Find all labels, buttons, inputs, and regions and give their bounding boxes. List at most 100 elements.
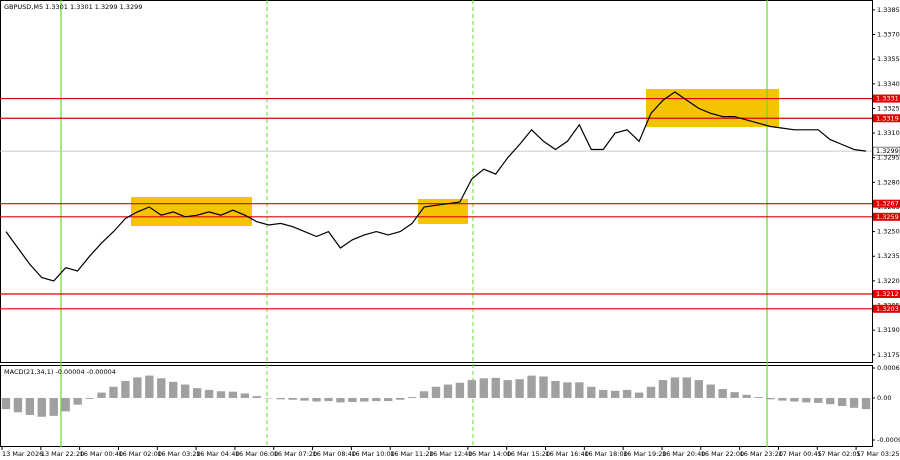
macd-bar <box>240 393 250 398</box>
macd-bar <box>85 397 94 399</box>
macd-bar <box>802 397 811 403</box>
macd-bar <box>180 384 190 398</box>
x-tick-label: 16 Mar 23:20 <box>740 450 783 458</box>
y-tick-label: 1.3250 <box>877 228 900 236</box>
macd-bar <box>730 392 739 398</box>
y-tick-label: 1.3325 <box>877 104 900 112</box>
macd-bar <box>622 389 632 398</box>
macd-bar <box>610 390 620 398</box>
x-tick-label: 16 Mar 04:40 <box>196 450 239 458</box>
macd-bar <box>300 397 309 401</box>
current-price-box <box>872 146 900 156</box>
current-price-label: 1.3299 <box>876 147 899 155</box>
x-tick-label: 16 Mar 18:00 <box>584 450 627 458</box>
level-label-box <box>873 212 900 221</box>
macd-bar <box>384 397 393 402</box>
session-lines <box>60 0 768 447</box>
x-tick-label: 13 Mar 22:20 <box>41 450 84 458</box>
macd-bar <box>192 388 202 398</box>
x-tick-label: 16 Mar 19:20 <box>623 450 666 458</box>
macd-bar <box>599 389 608 398</box>
macd-bar <box>121 380 130 398</box>
macd-bar <box>539 376 548 398</box>
macd-bar <box>658 380 668 398</box>
macd-bar <box>527 375 536 398</box>
y-tick-label: 1.3355 <box>877 55 900 63</box>
macd-bar <box>133 377 142 398</box>
level-label-box <box>873 290 900 299</box>
macd-bar <box>395 397 405 400</box>
macd-bar <box>97 392 106 398</box>
macd-bar <box>682 377 692 398</box>
x-tick-label: 16 Mar 02:00 <box>118 450 161 458</box>
macd-bar <box>694 380 703 398</box>
macd-bar <box>431 386 441 398</box>
macd-bar <box>634 392 644 398</box>
x-tick-label: 16 Mar 15:20 <box>507 450 550 458</box>
macd-bar <box>145 375 154 398</box>
macd-bar <box>109 386 118 398</box>
x-tick-label: 16 Mar 14:00 <box>468 450 511 458</box>
macd-label: MACD(21,34,1) -0.00004 -0.00004 <box>4 368 116 376</box>
level-label-box <box>873 304 900 313</box>
macd-bar <box>575 382 584 398</box>
x-tick-label: 16 Mar 03:20 <box>157 450 200 458</box>
macd-bar <box>348 397 357 402</box>
y-tick-label: 1.3235 <box>877 252 900 260</box>
macd-bar <box>419 391 429 398</box>
macd-bar <box>861 397 871 410</box>
level-label: 1.3203 <box>876 305 899 313</box>
macd-bar <box>766 397 775 400</box>
macd-bar <box>25 397 35 415</box>
y-tick-label: 1.3310 <box>877 129 900 137</box>
macd-bar <box>826 397 835 405</box>
macd-bar <box>742 394 751 398</box>
x-tick-label: 16 Mar 22:00 <box>701 450 744 458</box>
x-tick-label: 17 Mar 00:45 <box>778 450 821 458</box>
macd-bar <box>778 397 787 401</box>
level-label: 1.3319 <box>876 114 899 122</box>
macd-tick-label: 0.00067 <box>877 364 900 372</box>
macd-bar <box>276 397 285 400</box>
macd-bar <box>13 397 23 413</box>
macd-bar <box>336 397 345 403</box>
x-tick-label: 16 Mar 11:20 <box>390 450 433 458</box>
level-label: 1.3212 <box>876 290 899 298</box>
x-tick-label: 16 Mar 10:00 <box>351 450 394 458</box>
y-tick-label: 1.3175 <box>877 351 900 359</box>
macd-bar <box>73 397 82 405</box>
macd-bar <box>646 386 656 398</box>
macd-bar <box>706 384 715 398</box>
level-label: 1.3259 <box>876 213 899 221</box>
macd-bar <box>718 389 727 398</box>
macd-bar <box>288 397 297 400</box>
macd-bar <box>455 382 465 398</box>
macd-bar <box>61 397 70 412</box>
macd-bar <box>1 397 11 410</box>
macd-bar <box>587 386 596 398</box>
x-tick-label: 17 Mar 02:05 <box>817 450 860 458</box>
level-label-box <box>873 94 900 103</box>
macd-bar <box>360 397 369 402</box>
price-panel <box>0 0 873 363</box>
x-tick-label: 16 Mar 16:40 <box>546 450 589 458</box>
macd-bar <box>252 396 262 398</box>
level-label-box <box>873 114 900 123</box>
level-label: 1.3331 <box>876 95 899 103</box>
level-label-box <box>873 199 900 208</box>
macd-bar <box>670 377 680 398</box>
macd-bar <box>754 397 763 398</box>
highlight-box <box>418 199 468 224</box>
macd-bar <box>790 397 799 402</box>
y-tick-label: 1.3370 <box>877 30 900 38</box>
highlight-box <box>646 89 779 127</box>
macd-bar <box>49 397 58 416</box>
y-tick-label: 1.3280 <box>877 178 900 186</box>
price-line <box>5 91 867 282</box>
macd-panel <box>0 365 873 447</box>
y-tick-label: 1.3220 <box>877 277 900 285</box>
macd-tick-label: -0.00094 <box>877 436 900 444</box>
macd-bar <box>849 397 859 408</box>
macd-bar <box>216 391 226 398</box>
macd-bar <box>467 380 477 398</box>
